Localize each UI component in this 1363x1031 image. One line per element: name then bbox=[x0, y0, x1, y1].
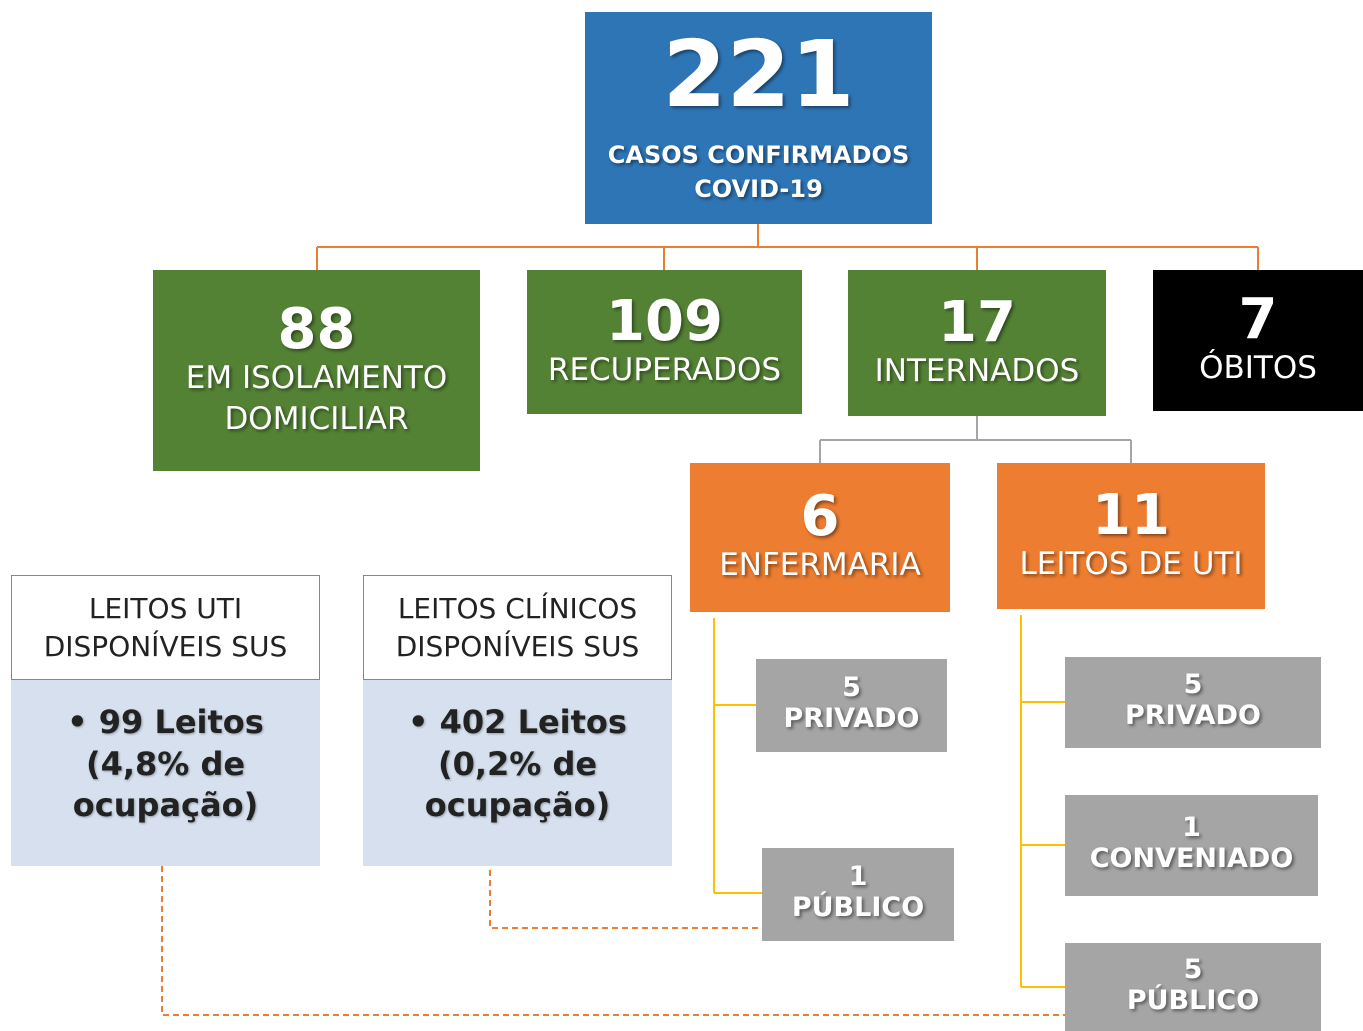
hospital-number: 11 bbox=[1092, 482, 1170, 548]
dashed-connector bbox=[161, 856, 1065, 1016]
breakdown-number: 1 bbox=[848, 861, 868, 893]
beds-line: ocupação) bbox=[72, 786, 259, 825]
breakdown-label: PÚBLICO bbox=[1126, 984, 1260, 1016]
beds-title-line: DISPONÍVEIS SUS bbox=[43, 629, 288, 663]
category-box: 88 EM ISOLAMENTO DOMICILIAR bbox=[153, 270, 480, 471]
breakdown-number: 5 bbox=[1183, 953, 1203, 985]
beds-line: (4,8% de bbox=[85, 744, 246, 783]
total-label: CASOS CONFIRMADOS bbox=[607, 141, 910, 170]
beds-line: • 99 Leitos bbox=[67, 702, 264, 744]
beds-body: • 402 Leitos (0,2% de ocupação) bbox=[363, 680, 672, 866]
category-box: 17 INTERNADOS bbox=[848, 270, 1106, 416]
hospital-box: 11 LEITOS DE UTI bbox=[997, 463, 1265, 609]
breakdown-number: 1 bbox=[1182, 812, 1201, 844]
beds-line: ocupação) bbox=[424, 786, 611, 825]
category-number: 17 bbox=[938, 289, 1016, 355]
category-label: DOMICILIAR bbox=[224, 400, 409, 437]
breakdown-box: 1 PÚBLICO bbox=[762, 848, 954, 941]
breakdown-box: 1 CONVENIADO bbox=[1065, 795, 1318, 896]
breakdown-number: 5 bbox=[1183, 669, 1203, 701]
beds-title-line: DISPONÍVEIS SUS bbox=[395, 629, 640, 663]
category-number: 88 bbox=[277, 297, 356, 363]
total-number: 221 bbox=[662, 21, 855, 129]
hospital-box: 6 ENFERMARIA bbox=[690, 463, 950, 612]
category-box: 109 RECUPERADOS bbox=[527, 270, 802, 414]
hospital-label: LEITOS DE UTI bbox=[1019, 545, 1243, 582]
beds-line: (0,2% de bbox=[437, 744, 598, 783]
hospital-label: ENFERMARIA bbox=[719, 547, 921, 584]
category-number: 7 bbox=[1238, 287, 1278, 353]
beds-title-line: LEITOS CLÍNICOS bbox=[397, 591, 638, 625]
total-label: COVID-19 bbox=[694, 175, 823, 203]
category-label: EM ISOLAMENTO bbox=[185, 360, 448, 397]
yellow-connector bbox=[713, 615, 1065, 988]
breakdown-box: 5 PRIVADO bbox=[756, 659, 947, 752]
beds-body: • 99 Leitos (4,8% de ocupação) bbox=[11, 680, 320, 866]
breakdown-label: PÚBLICO bbox=[791, 892, 925, 924]
bullet: • bbox=[408, 703, 440, 741]
breakdown-label: CONVENIADO bbox=[1089, 843, 1294, 875]
hospital-number: 6 bbox=[800, 484, 840, 550]
beds-title: LEITOS CLÍNICOS DISPONÍVEIS SUS bbox=[363, 575, 672, 680]
category-number: 109 bbox=[606, 288, 723, 354]
breakdown-box: 5 PRIVADO bbox=[1065, 657, 1321, 748]
gray-connector bbox=[819, 416, 1132, 463]
beds-line-text: 99 Leitos bbox=[98, 703, 264, 741]
breakdown-label: PRIVADO bbox=[1125, 700, 1261, 732]
bullet: • bbox=[67, 703, 99, 741]
beds-line: • 402 Leitos bbox=[408, 702, 627, 744]
orange-connector bbox=[316, 224, 1259, 270]
beds-title-line: LEITOS UTI bbox=[88, 591, 243, 625]
breakdown-label: PRIVADO bbox=[783, 703, 920, 735]
total-box: 221 CASOS CONFIRMADOS COVID-19 bbox=[585, 12, 932, 224]
category-box: 7 ÓBITOS bbox=[1153, 270, 1363, 411]
category-label: ÓBITOS bbox=[1199, 350, 1317, 387]
beds-title: LEITOS UTI DISPONÍVEIS SUS bbox=[11, 575, 320, 680]
category-label: RECUPERADOS bbox=[547, 351, 782, 388]
beds-line-text: 402 Leitos bbox=[439, 703, 627, 741]
category-label: INTERNADOS bbox=[874, 352, 1080, 389]
breakdown-box: 5 PÚBLICO bbox=[1065, 943, 1321, 1031]
breakdown-number: 5 bbox=[842, 672, 861, 704]
